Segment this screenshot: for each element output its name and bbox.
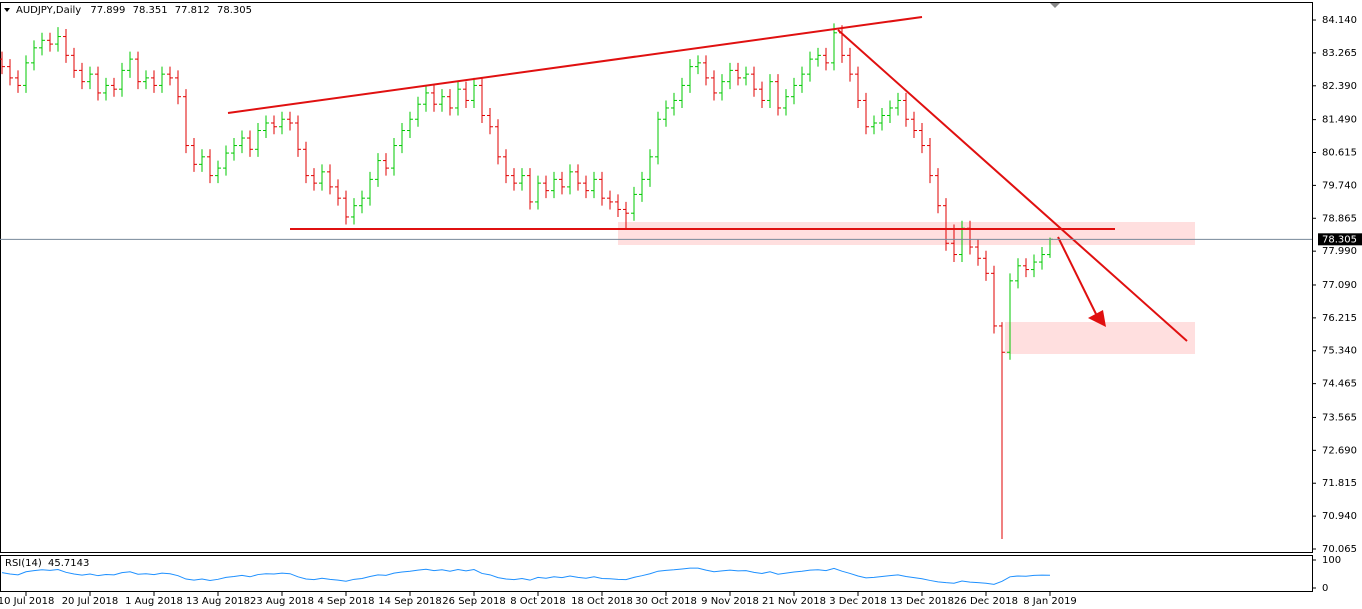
y-tick-label: 71.815 — [1322, 478, 1357, 489]
y-tick-label: 77.090 — [1322, 280, 1357, 291]
main-panel — [0, 2, 1313, 553]
trendline — [837, 29, 1188, 342]
y-tick-label: 73.565 — [1322, 412, 1357, 423]
close: 78.305 — [217, 5, 252, 16]
target-zone — [1005, 322, 1195, 354]
x-tick-label: 30 Oct 2018 — [635, 596, 697, 607]
y-tick-label: 79.740 — [1322, 180, 1357, 191]
arrow-line — [1057, 236, 1097, 315]
x-tick-label: 14 Sep 2018 — [378, 596, 441, 607]
rsi-tick-label: 0 — [1322, 583, 1328, 594]
x-tick-label: 8 Jan 2019 — [1023, 596, 1077, 607]
y-tick-label: 76.215 — [1322, 313, 1357, 324]
open: 77.899 — [90, 5, 125, 16]
low: 77.812 — [175, 5, 210, 16]
chart-header: AUDJPY,Daily 77.899 78.351 77.812 78.305 — [16, 5, 252, 16]
y-tick-label: 80.615 — [1322, 148, 1357, 159]
rsi-panel — [0, 555, 1313, 592]
x-tick-label: 1 Aug 2018 — [125, 596, 183, 607]
x-tick-label: 13 Aug 2018 — [186, 596, 250, 607]
y-tick-label: 72.690 — [1322, 445, 1357, 456]
y-tick-label: 82.390 — [1322, 81, 1357, 92]
y-tick-label: 77.990 — [1322, 246, 1357, 257]
symbol: AUDJPY,Daily — [16, 5, 81, 16]
x-tick-label: 18 Oct 2018 — [571, 596, 633, 607]
trendline — [227, 16, 923, 114]
last-price-label: 78.305 — [1322, 234, 1357, 245]
x-tick-label: 9 Nov 2018 — [701, 596, 759, 607]
y-tick-label: 83.265 — [1322, 48, 1357, 59]
x-tick-label: 10 Jul 2018 — [0, 596, 54, 607]
rsi-name: RSI(14) — [5, 558, 42, 569]
y-tick-label: 75.340 — [1322, 346, 1357, 357]
x-tick-label: 4 Sep 2018 — [317, 596, 374, 607]
y-tick-label: 74.465 — [1322, 379, 1357, 390]
x-tick-label: 26 Dec 2018 — [954, 596, 1018, 607]
rsi-header: RSI(14) 45.7143 — [5, 558, 89, 569]
high: 78.351 — [133, 5, 168, 16]
x-tick-label: 23 Aug 2018 — [250, 596, 314, 607]
y-tick-label: 84.140 — [1322, 15, 1357, 26]
y-tick-label: 70.065 — [1322, 544, 1357, 555]
arrow-head — [1088, 310, 1106, 327]
rsi-line — [1, 567, 1051, 585]
scroll-marker — [1050, 3, 1060, 8]
y-tick-label: 81.490 — [1322, 115, 1357, 126]
x-tick-label: 20 Jul 2018 — [62, 596, 119, 607]
x-tick-label: 8 Oct 2018 — [510, 596, 565, 607]
resistance-zone — [618, 222, 1195, 245]
menu-triangle — [4, 8, 10, 12]
x-tick-label: 21 Nov 2018 — [762, 596, 826, 607]
drawings — [227, 16, 1188, 342]
rsi-tick-label: 100 — [1322, 555, 1341, 566]
rsi-value: 45.7143 — [48, 558, 89, 569]
x-tick-label: 26 Sep 2018 — [442, 596, 505, 607]
y-tick-label: 78.865 — [1322, 213, 1357, 224]
y-tick-label: 70.940 — [1322, 511, 1357, 522]
x-tick-label: 13 Dec 2018 — [890, 596, 954, 607]
last-price-box — [1318, 233, 1362, 246]
x-tick-label: 3 Dec 2018 — [829, 596, 887, 607]
